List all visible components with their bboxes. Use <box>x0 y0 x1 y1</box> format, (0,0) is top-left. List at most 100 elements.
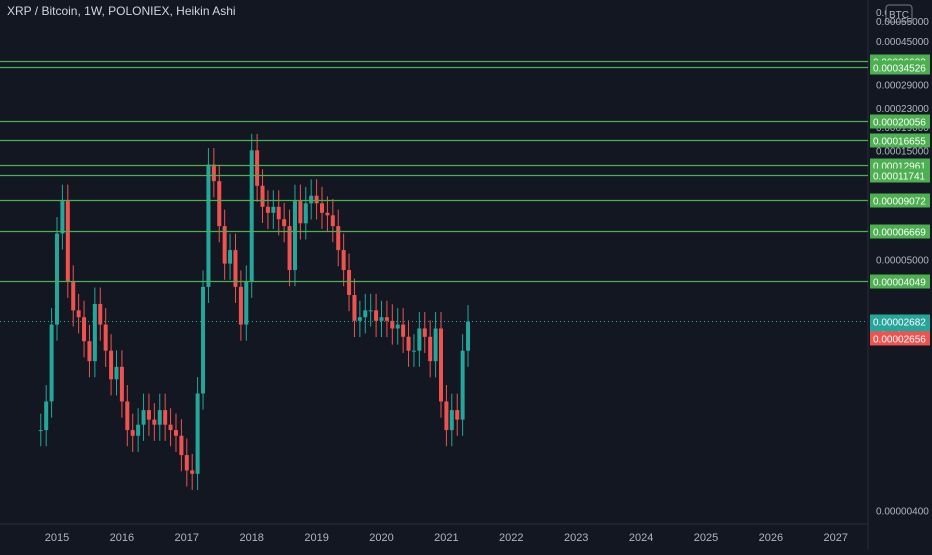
level-label-bg <box>870 224 930 239</box>
level-label-bg <box>870 193 930 208</box>
candle-body <box>103 324 108 351</box>
candle-body <box>244 281 249 325</box>
candle-body <box>325 212 330 216</box>
y-tick-label: 0.00055000 <box>876 17 929 28</box>
candle-body <box>130 430 135 436</box>
candle-body <box>71 281 76 311</box>
candle-body <box>401 324 406 337</box>
level-label-bg <box>870 114 930 129</box>
x-tick-label: 2024 <box>629 532 653 544</box>
level-label-bg <box>870 168 930 183</box>
candle-body <box>82 317 87 342</box>
candle-body <box>249 150 254 282</box>
x-tick-label: 2021 <box>434 532 458 544</box>
x-tick-label: 2020 <box>369 532 393 544</box>
y-tick-label: 0.00015000 <box>876 146 929 157</box>
candle-body <box>49 324 54 402</box>
candle-body <box>395 324 400 329</box>
y-tick-label: 0.00045000 <box>876 37 929 48</box>
level-label-bg <box>870 274 930 289</box>
candle-body <box>146 410 151 420</box>
candle-body <box>184 455 189 471</box>
candle-body <box>119 366 124 402</box>
low-price-value: 0.00002656 <box>873 334 926 345</box>
x-tick-label: 2018 <box>239 532 263 544</box>
candle-body <box>363 310 368 318</box>
currency-badge-label: BTC <box>889 10 909 21</box>
candle-body <box>125 401 130 431</box>
candle-body <box>374 310 379 321</box>
candles-group <box>38 133 471 490</box>
candle-body <box>168 424 173 431</box>
level-label: 0.00009072 <box>873 197 926 208</box>
candle-body <box>314 195 319 204</box>
candle-body <box>206 164 211 287</box>
level-label: 0.00034526 <box>873 64 926 75</box>
candle-body <box>260 185 265 207</box>
candle-body <box>466 321 471 351</box>
candle-body <box>347 270 352 296</box>
candle-body <box>136 424 141 436</box>
candle-body <box>233 250 238 287</box>
x-tick-label: 2026 <box>759 532 783 544</box>
candle-body <box>303 203 308 224</box>
candle-body <box>379 317 384 321</box>
candle-body <box>179 435 184 456</box>
last-price-value: 0.00002682 <box>873 317 926 328</box>
candle-body <box>417 328 422 351</box>
y-tick-label: 0.00023000 <box>876 104 929 115</box>
candle-body <box>173 430 178 436</box>
x-tick-label: 2027 <box>824 532 848 544</box>
level-label: 0.00011741 <box>873 172 926 183</box>
candle-body <box>428 336 433 362</box>
candle-body <box>92 303 97 362</box>
candle-body <box>38 430 43 432</box>
candle-body <box>352 295 357 321</box>
candle-body <box>109 350 114 380</box>
chart-title: XRP / Bitcoin, 1W, POLONIEX, Heikin Ashi <box>7 4 236 18</box>
y-tick-label: 0.00000400 <box>876 507 929 518</box>
candle-body <box>87 341 92 362</box>
candle-body <box>228 250 233 264</box>
candle-body <box>449 410 454 431</box>
x-tick-label: 2017 <box>175 532 199 544</box>
x-tick-label: 2025 <box>694 532 718 544</box>
candle-body <box>368 310 373 312</box>
candle-body <box>114 366 119 380</box>
candle-body <box>292 201 297 271</box>
candle-body <box>55 233 59 325</box>
candle-body <box>460 350 465 420</box>
level-label-bg <box>870 60 930 75</box>
low-price-tag <box>870 331 930 346</box>
candle-body <box>433 328 438 362</box>
candle-body <box>390 320 395 329</box>
candle-body <box>298 201 303 224</box>
candle-body <box>190 470 195 474</box>
candle-body <box>271 206 276 213</box>
candle-body <box>287 226 292 271</box>
candle-body <box>195 393 200 474</box>
currency-badge <box>885 4 913 23</box>
candle-body <box>141 410 146 425</box>
candle-body <box>76 310 81 318</box>
candle-body <box>309 195 314 204</box>
level-label: 0.00006669 <box>873 228 926 239</box>
candle-body <box>422 328 427 337</box>
candle-body <box>282 219 287 227</box>
candle-body <box>265 206 270 213</box>
candle-body <box>222 226 227 264</box>
candle-body <box>406 336 411 351</box>
candle-body <box>163 410 168 425</box>
candle-body <box>44 401 49 431</box>
candle-body <box>157 410 162 425</box>
candle-body <box>455 410 460 420</box>
x-tick-label: 2016 <box>110 532 134 544</box>
x-tick-label: 2019 <box>304 532 328 544</box>
level-label-bg <box>870 133 930 148</box>
candle-body <box>444 401 449 431</box>
level-label: 0.00012961 <box>873 162 926 173</box>
y-tick-label: 0.00029000 <box>876 81 929 92</box>
candle-body <box>217 181 222 227</box>
